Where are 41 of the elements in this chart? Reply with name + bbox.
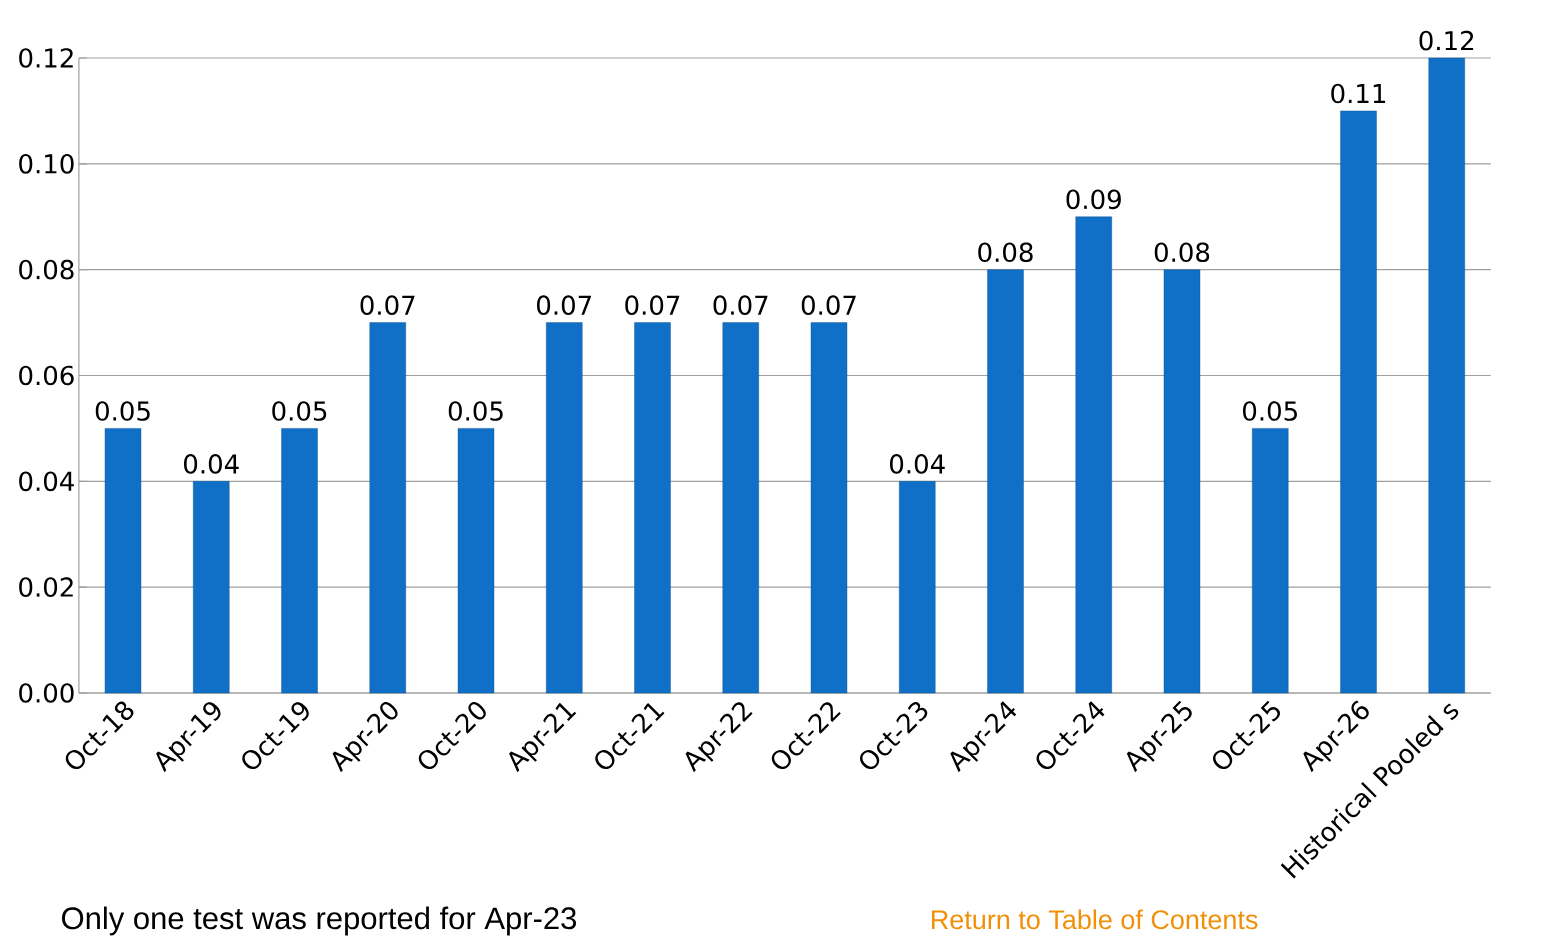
- data-label: 0.07: [360, 295, 415, 316]
- data-label: 0.05: [272, 401, 327, 421]
- bar: [281, 428, 318, 694]
- data-label: 0.05: [1243, 401, 1297, 421]
- bar: [987, 269, 1024, 694]
- data-label: 0.07: [537, 295, 591, 316]
- bar: [1163, 269, 1201, 694]
- data-label: 0.04: [890, 454, 945, 474]
- bar: [457, 428, 495, 694]
- bar: [193, 481, 230, 694]
- bar: [369, 322, 406, 694]
- bar: [722, 322, 759, 694]
- y-tick-label: 0.04: [19, 471, 74, 492]
- text: Only one test was reported for Apr-23: [62, 906, 577, 936]
- y-tick-label: 0.02: [19, 577, 73, 597]
- bar: [104, 428, 142, 694]
- data-label: 0.04: [184, 454, 239, 474]
- bar: [1428, 57, 1465, 694]
- data-label: 0.07: [713, 295, 768, 316]
- bar: [1252, 428, 1289, 694]
- data-label: 0.05: [448, 401, 503, 421]
- y-tick-label: 0.10: [19, 153, 74, 174]
- data-label: 0.08: [1154, 242, 1210, 263]
- bar: [1075, 216, 1112, 694]
- text: Return to Table of Contents: [931, 909, 1258, 930]
- bar: [634, 322, 671, 694]
- data-label: 0.07: [801, 295, 856, 316]
- bar: [1340, 110, 1377, 694]
- data-label: 0.12: [1419, 30, 1474, 51]
- bar: [546, 322, 583, 694]
- y-tick-label: 0.00: [19, 683, 74, 703]
- data-label: 0.11: [1331, 83, 1386, 104]
- data-label: 0.08: [978, 242, 1033, 263]
- y-tick-label: 0.08: [19, 259, 74, 280]
- bar: [899, 481, 936, 694]
- y-tick-label: 0.06: [19, 365, 74, 386]
- y-tick-label: 0.12: [19, 48, 73, 68]
- data-label: 0.05: [95, 401, 150, 421]
- data-label: 0.07: [625, 295, 680, 316]
- bar: [810, 322, 848, 694]
- data-label: 0.09: [1066, 189, 1121, 210]
